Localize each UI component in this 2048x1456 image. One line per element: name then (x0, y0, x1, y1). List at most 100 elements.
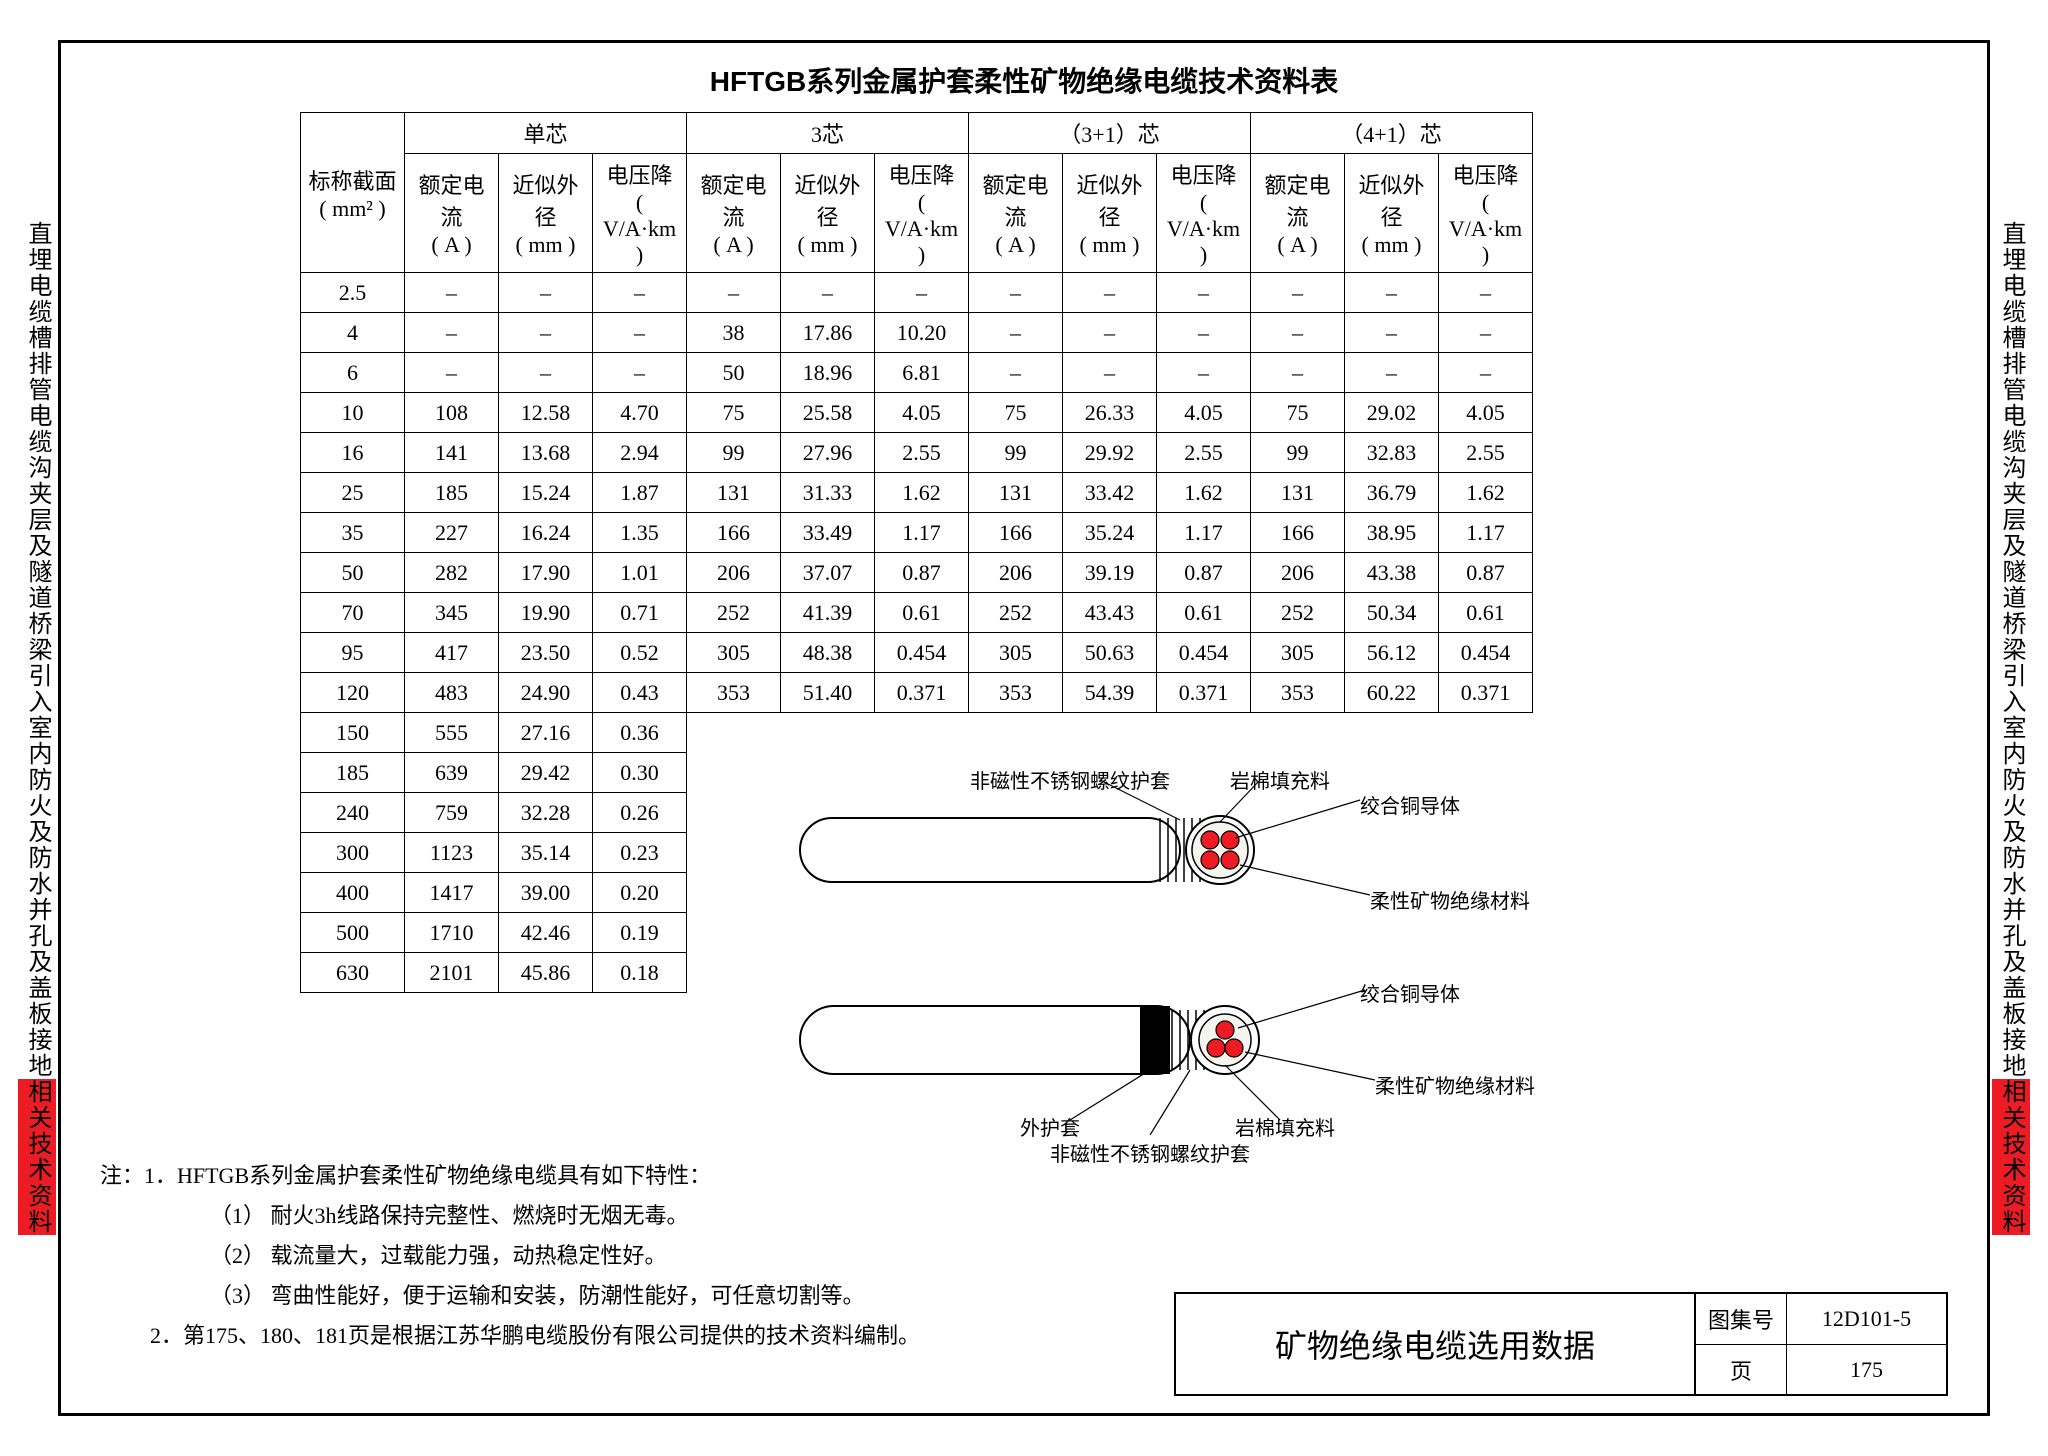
cell: 353 (687, 673, 781, 713)
cell: 25 (301, 473, 405, 513)
cell: 500 (301, 913, 405, 953)
cell: 1.17 (1439, 513, 1533, 553)
cell: 300 (301, 833, 405, 873)
table-row: 12048324.900.4335351.400.37135354.390.37… (301, 673, 1533, 713)
th-section: 标称截面 ( mm² ) (301, 113, 405, 273)
cell: 50.34 (1345, 593, 1439, 633)
side-text: 直埋电缆槽排管电缆沟夹层及隧道桥梁引入室内防火及防水并孔及盖板接地 (24, 221, 50, 1079)
cell: 400 (301, 873, 405, 913)
cell: 166 (687, 513, 781, 553)
cell: 27.16 (499, 713, 593, 753)
th-unit: ( mm² ) (319, 196, 385, 221)
cell: 41.39 (781, 593, 875, 633)
cell: 1.62 (1157, 473, 1251, 513)
cell: 4 (301, 313, 405, 353)
diag-label: 岩棉填充料 (1235, 1112, 1335, 1141)
atlas-value: 12D101-5 (1786, 1294, 1946, 1344)
cell: 51.40 (781, 673, 875, 713)
cell: 0.43 (593, 673, 687, 713)
notes-block: 注：1．HFTGB系列金属护套柔性矿物绝缘电缆具有如下特性： （1） 耐火3h线… (100, 1156, 920, 1356)
th-sub: 额定电流( A ) (405, 154, 499, 273)
cell: 131 (687, 473, 781, 513)
table-row: 3522716.241.3516633.491.1716635.241.1716… (301, 513, 1533, 553)
diag-label: 岩棉填充料 (1230, 765, 1330, 794)
cell: 18.96 (781, 353, 875, 393)
cell: 38 (687, 313, 781, 353)
cell: 27.96 (781, 433, 875, 473)
cell: 6 (301, 353, 405, 393)
cell: 31.33 (781, 473, 875, 513)
table-row: 15055527.160.36 (301, 713, 1533, 753)
cell: 0.454 (875, 633, 969, 673)
cell: – (875, 273, 969, 313)
cell: 19.90 (499, 593, 593, 633)
diag-label: 非磁性不锈钢螺纹护套 (970, 765, 1170, 794)
cell: 35 (301, 513, 405, 553)
cell: 39.19 (1063, 553, 1157, 593)
cell: 2.94 (593, 433, 687, 473)
note-line: （1） 耐火3h线路保持完整性、燃烧时无烟无毒。 (100, 1196, 920, 1236)
cell: 353 (969, 673, 1063, 713)
cell: – (1345, 313, 1439, 353)
cell: 56.12 (1345, 633, 1439, 673)
cell: – (1345, 273, 1439, 313)
th-sub: 电压降( V/A·km ) (593, 154, 687, 273)
cell: 4.05 (1439, 393, 1533, 433)
side-text: 直埋电缆槽排管电缆沟夹层及隧道桥梁引入室内防火及防水并孔及盖板接地 (1998, 221, 2024, 1079)
cell: 417 (405, 633, 499, 673)
cell: 4.05 (875, 393, 969, 433)
th-sub: 额定电流( A ) (1251, 154, 1345, 273)
cell: 35.14 (499, 833, 593, 873)
cell: 29.92 (1063, 433, 1157, 473)
drawing-title: 矿物绝缘电缆选用数据 (1176, 1294, 1696, 1394)
cell: 120 (301, 673, 405, 713)
cell: – (781, 273, 875, 313)
cell: 32.28 (499, 793, 593, 833)
table-row: 2.5–––––––––––– (301, 273, 1533, 313)
page-label: 页 (1696, 1344, 1786, 1394)
th-group: 单芯 (405, 113, 687, 154)
cell: 50.63 (1063, 633, 1157, 673)
cell: 37.07 (781, 553, 875, 593)
cell: 50 (301, 553, 405, 593)
cell: 639 (405, 753, 499, 793)
th-group: 3芯 (687, 113, 969, 154)
th-sub: 电压降( V/A·km ) (875, 154, 969, 273)
cell: 1123 (405, 833, 499, 873)
cell: 166 (969, 513, 1063, 553)
side-red: 相关技术资料 (18, 1079, 56, 1235)
cell: 759 (405, 793, 499, 833)
table-row: 9541723.500.5230548.380.45430550.630.454… (301, 633, 1533, 673)
th-sub: 电压降( V/A·km ) (1439, 154, 1533, 273)
cell: – (1063, 353, 1157, 393)
cell: 131 (969, 473, 1063, 513)
cell: 630 (301, 953, 405, 993)
cell: 10 (301, 393, 405, 433)
right-margin-label: 直埋电缆槽排管电缆沟夹层及隧道桥梁引入室内防火及防水并孔及盖板接地相关技术资料 (1992, 40, 2030, 1416)
cell: 99 (1251, 433, 1345, 473)
cell: 12.58 (499, 393, 593, 433)
cell: 185 (405, 473, 499, 513)
diag-label: 绞合铜导体 (1360, 978, 1460, 1007)
cell: 33.42 (1063, 473, 1157, 513)
cell: 48.38 (781, 633, 875, 673)
cell: 2.55 (875, 433, 969, 473)
cell: 4.70 (593, 393, 687, 433)
cell: 206 (687, 553, 781, 593)
table-title: HFTGB系列金属护套柔性矿物绝缘电缆技术资料表 (100, 60, 1948, 100)
cell: 252 (969, 593, 1063, 633)
cell: 240 (301, 793, 405, 833)
table-row: 1010812.584.707525.584.057526.334.057529… (301, 393, 1533, 433)
atlas-label: 图集号 (1696, 1294, 1786, 1344)
cell: 99 (687, 433, 781, 473)
cable-diagram: 非磁性不锈钢螺纹护套 岩棉填充料 绞合铜导体 柔性矿物绝缘材料 绞合铜导体 柔性… (720, 760, 1620, 1180)
cell: 95 (301, 633, 405, 673)
cell: 4.05 (1157, 393, 1251, 433)
cell: – (1439, 313, 1533, 353)
cell: 75 (687, 393, 781, 433)
diag-label: 绞合铜导体 (1360, 790, 1460, 819)
cell: 150 (301, 713, 405, 753)
cell: 1.62 (875, 473, 969, 513)
cell: – (1439, 273, 1533, 313)
cell: 15.24 (499, 473, 593, 513)
